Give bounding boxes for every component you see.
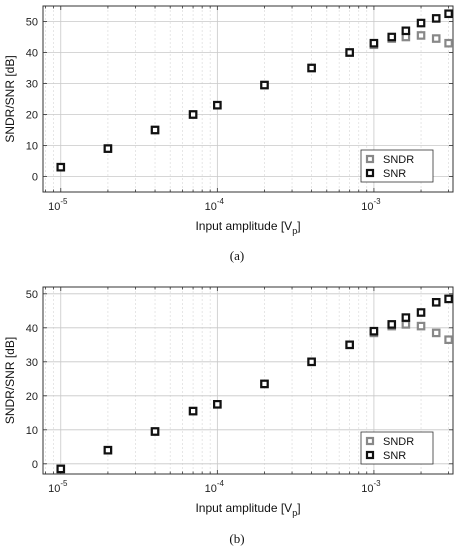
data-point-snr bbox=[150, 427, 160, 436]
y-tick-label: 30 bbox=[26, 357, 38, 369]
x-tick-exponent: -5 bbox=[60, 479, 68, 488]
data-point-snr bbox=[260, 379, 269, 389]
data-point-snr bbox=[188, 406, 198, 416]
x-axis-label-main: Input amplitude [V bbox=[195, 219, 292, 233]
data-point-snr bbox=[416, 18, 426, 28]
x-axis-label: Input amplitude [Vp] bbox=[195, 219, 300, 236]
data-point-snr bbox=[369, 38, 379, 48]
x-tick-label: 10-4 bbox=[205, 197, 225, 213]
data-point-snr bbox=[103, 445, 113, 455]
data-point-snr bbox=[188, 110, 198, 119]
data-point-snr bbox=[444, 294, 453, 304]
x-tick-label: 10-3 bbox=[361, 197, 381, 213]
data-point-snr bbox=[401, 26, 411, 36]
x-tick-label: 10-3 bbox=[361, 479, 381, 495]
x-tick-label: 10-4 bbox=[205, 479, 225, 495]
legend-marker-sndr bbox=[365, 436, 375, 446]
data-point-snr bbox=[213, 100, 222, 110]
data-point-snr bbox=[369, 326, 379, 336]
y-tick-label: 40 bbox=[26, 48, 38, 60]
legend-label-sndr: SNDR bbox=[383, 154, 414, 166]
data-point-snr bbox=[431, 298, 441, 307]
data-point-sndr bbox=[416, 31, 426, 40]
x-axis-label-main: Input amplitude [V bbox=[195, 501, 292, 515]
legend-label-snr: SNR bbox=[383, 168, 406, 180]
x-tick-label: 10-5 bbox=[48, 197, 68, 213]
x-tick-base: 10 bbox=[48, 201, 60, 213]
series-snr bbox=[56, 294, 453, 474]
legend-marker-snr bbox=[365, 168, 375, 178]
x-tick-base: 10 bbox=[205, 201, 217, 213]
data-point-snr bbox=[444, 9, 453, 19]
x-tick-label: 10-5 bbox=[48, 479, 68, 495]
x-tick-exponent: -3 bbox=[373, 479, 381, 488]
data-point-snr bbox=[213, 400, 222, 409]
legend-marker-snr bbox=[365, 450, 375, 460]
y-axis-label: SNDR/SNR [dB] bbox=[3, 337, 17, 424]
panel-caption: (b) bbox=[229, 531, 244, 546]
legend: SNDR SNR bbox=[360, 431, 434, 465]
data-point-snr bbox=[307, 357, 316, 367]
y-tick-label: 0 bbox=[32, 459, 38, 471]
data-point-snr bbox=[103, 144, 113, 153]
data-point-sndr bbox=[444, 38, 453, 48]
legend-marker-sndr bbox=[365, 154, 375, 164]
data-point-snr bbox=[345, 48, 354, 57]
legend-label-sndr: SNDR bbox=[383, 436, 414, 448]
data-point-sndr bbox=[431, 328, 441, 338]
x-tick-exponent: -5 bbox=[60, 197, 68, 206]
x-tick-base: 10 bbox=[205, 483, 217, 495]
data-point-snr bbox=[387, 320, 397, 329]
data-point-snr bbox=[387, 32, 397, 42]
y-tick-label: 50 bbox=[26, 17, 38, 29]
data-point-snr bbox=[56, 162, 66, 172]
y-axis-label: SNDR/SNR [dB] bbox=[3, 55, 17, 142]
data-point-sndr bbox=[431, 34, 441, 43]
x-axis-label-subscript: p bbox=[292, 508, 297, 518]
x-axis-label: Input amplitude [Vp] bbox=[195, 501, 300, 518]
series-snr bbox=[56, 9, 453, 172]
x-tick-base: 10 bbox=[361, 483, 373, 495]
axes-frame bbox=[42, 5, 454, 193]
y-tick-label: 20 bbox=[26, 110, 38, 122]
y-tick-label: 50 bbox=[26, 289, 38, 301]
data-point-snr bbox=[56, 464, 66, 474]
data-point-snr bbox=[307, 63, 316, 73]
y-tick-label: 0 bbox=[32, 172, 38, 184]
x-tick-exponent: -4 bbox=[217, 197, 225, 206]
x-axis-label-close: ] bbox=[297, 501, 300, 515]
data-point-snr bbox=[260, 80, 269, 90]
legend-label-snr: SNR bbox=[383, 450, 406, 462]
x-axis-label-close: ] bbox=[297, 219, 300, 233]
y-tick-label: 20 bbox=[26, 391, 38, 403]
axes-frame bbox=[42, 286, 454, 475]
y-tick-label: 10 bbox=[26, 425, 38, 437]
data-point-snr bbox=[416, 308, 426, 317]
x-tick-exponent: -3 bbox=[373, 197, 381, 206]
y-tick-label: 40 bbox=[26, 323, 38, 335]
panel-caption: (a) bbox=[230, 248, 244, 263]
x-tick-exponent: -4 bbox=[217, 479, 225, 488]
data-point-snr bbox=[401, 313, 411, 322]
x-axis-label-subscript: p bbox=[292, 226, 297, 236]
data-point-sndr bbox=[401, 320, 411, 329]
data-point-snr bbox=[150, 125, 160, 135]
x-tick-base: 10 bbox=[361, 201, 373, 213]
data-point-sndr bbox=[444, 335, 453, 345]
y-tick-label: 30 bbox=[26, 79, 38, 91]
y-tick-label: 10 bbox=[26, 141, 38, 153]
data-point-snr bbox=[431, 14, 441, 23]
data-point-snr bbox=[345, 340, 354, 350]
legend: SNDR SNR bbox=[360, 149, 434, 183]
data-point-sndr bbox=[416, 321, 426, 331]
x-tick-base: 10 bbox=[48, 483, 60, 495]
